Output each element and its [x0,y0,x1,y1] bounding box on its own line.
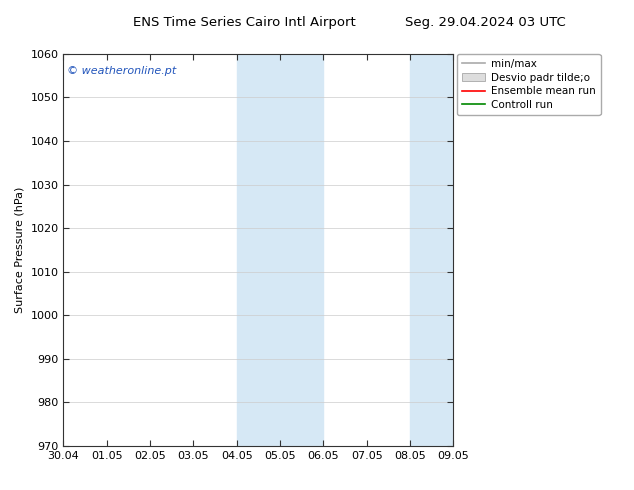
Bar [410,54,453,446]
Text: Seg. 29.04.2024 03 UTC: Seg. 29.04.2024 03 UTC [404,16,566,29]
Text: ENS Time Series Cairo Intl Airport: ENS Time Series Cairo Intl Airport [133,16,356,29]
Y-axis label: Surface Pressure (hPa): Surface Pressure (hPa) [15,187,25,313]
Bar [236,54,323,446]
Legend: min/max, Desvio padr tilde;o, Ensemble mean run, Controll run: min/max, Desvio padr tilde;o, Ensemble m… [457,54,600,115]
Text: © weatheronline.pt: © weatheronline.pt [67,66,176,75]
